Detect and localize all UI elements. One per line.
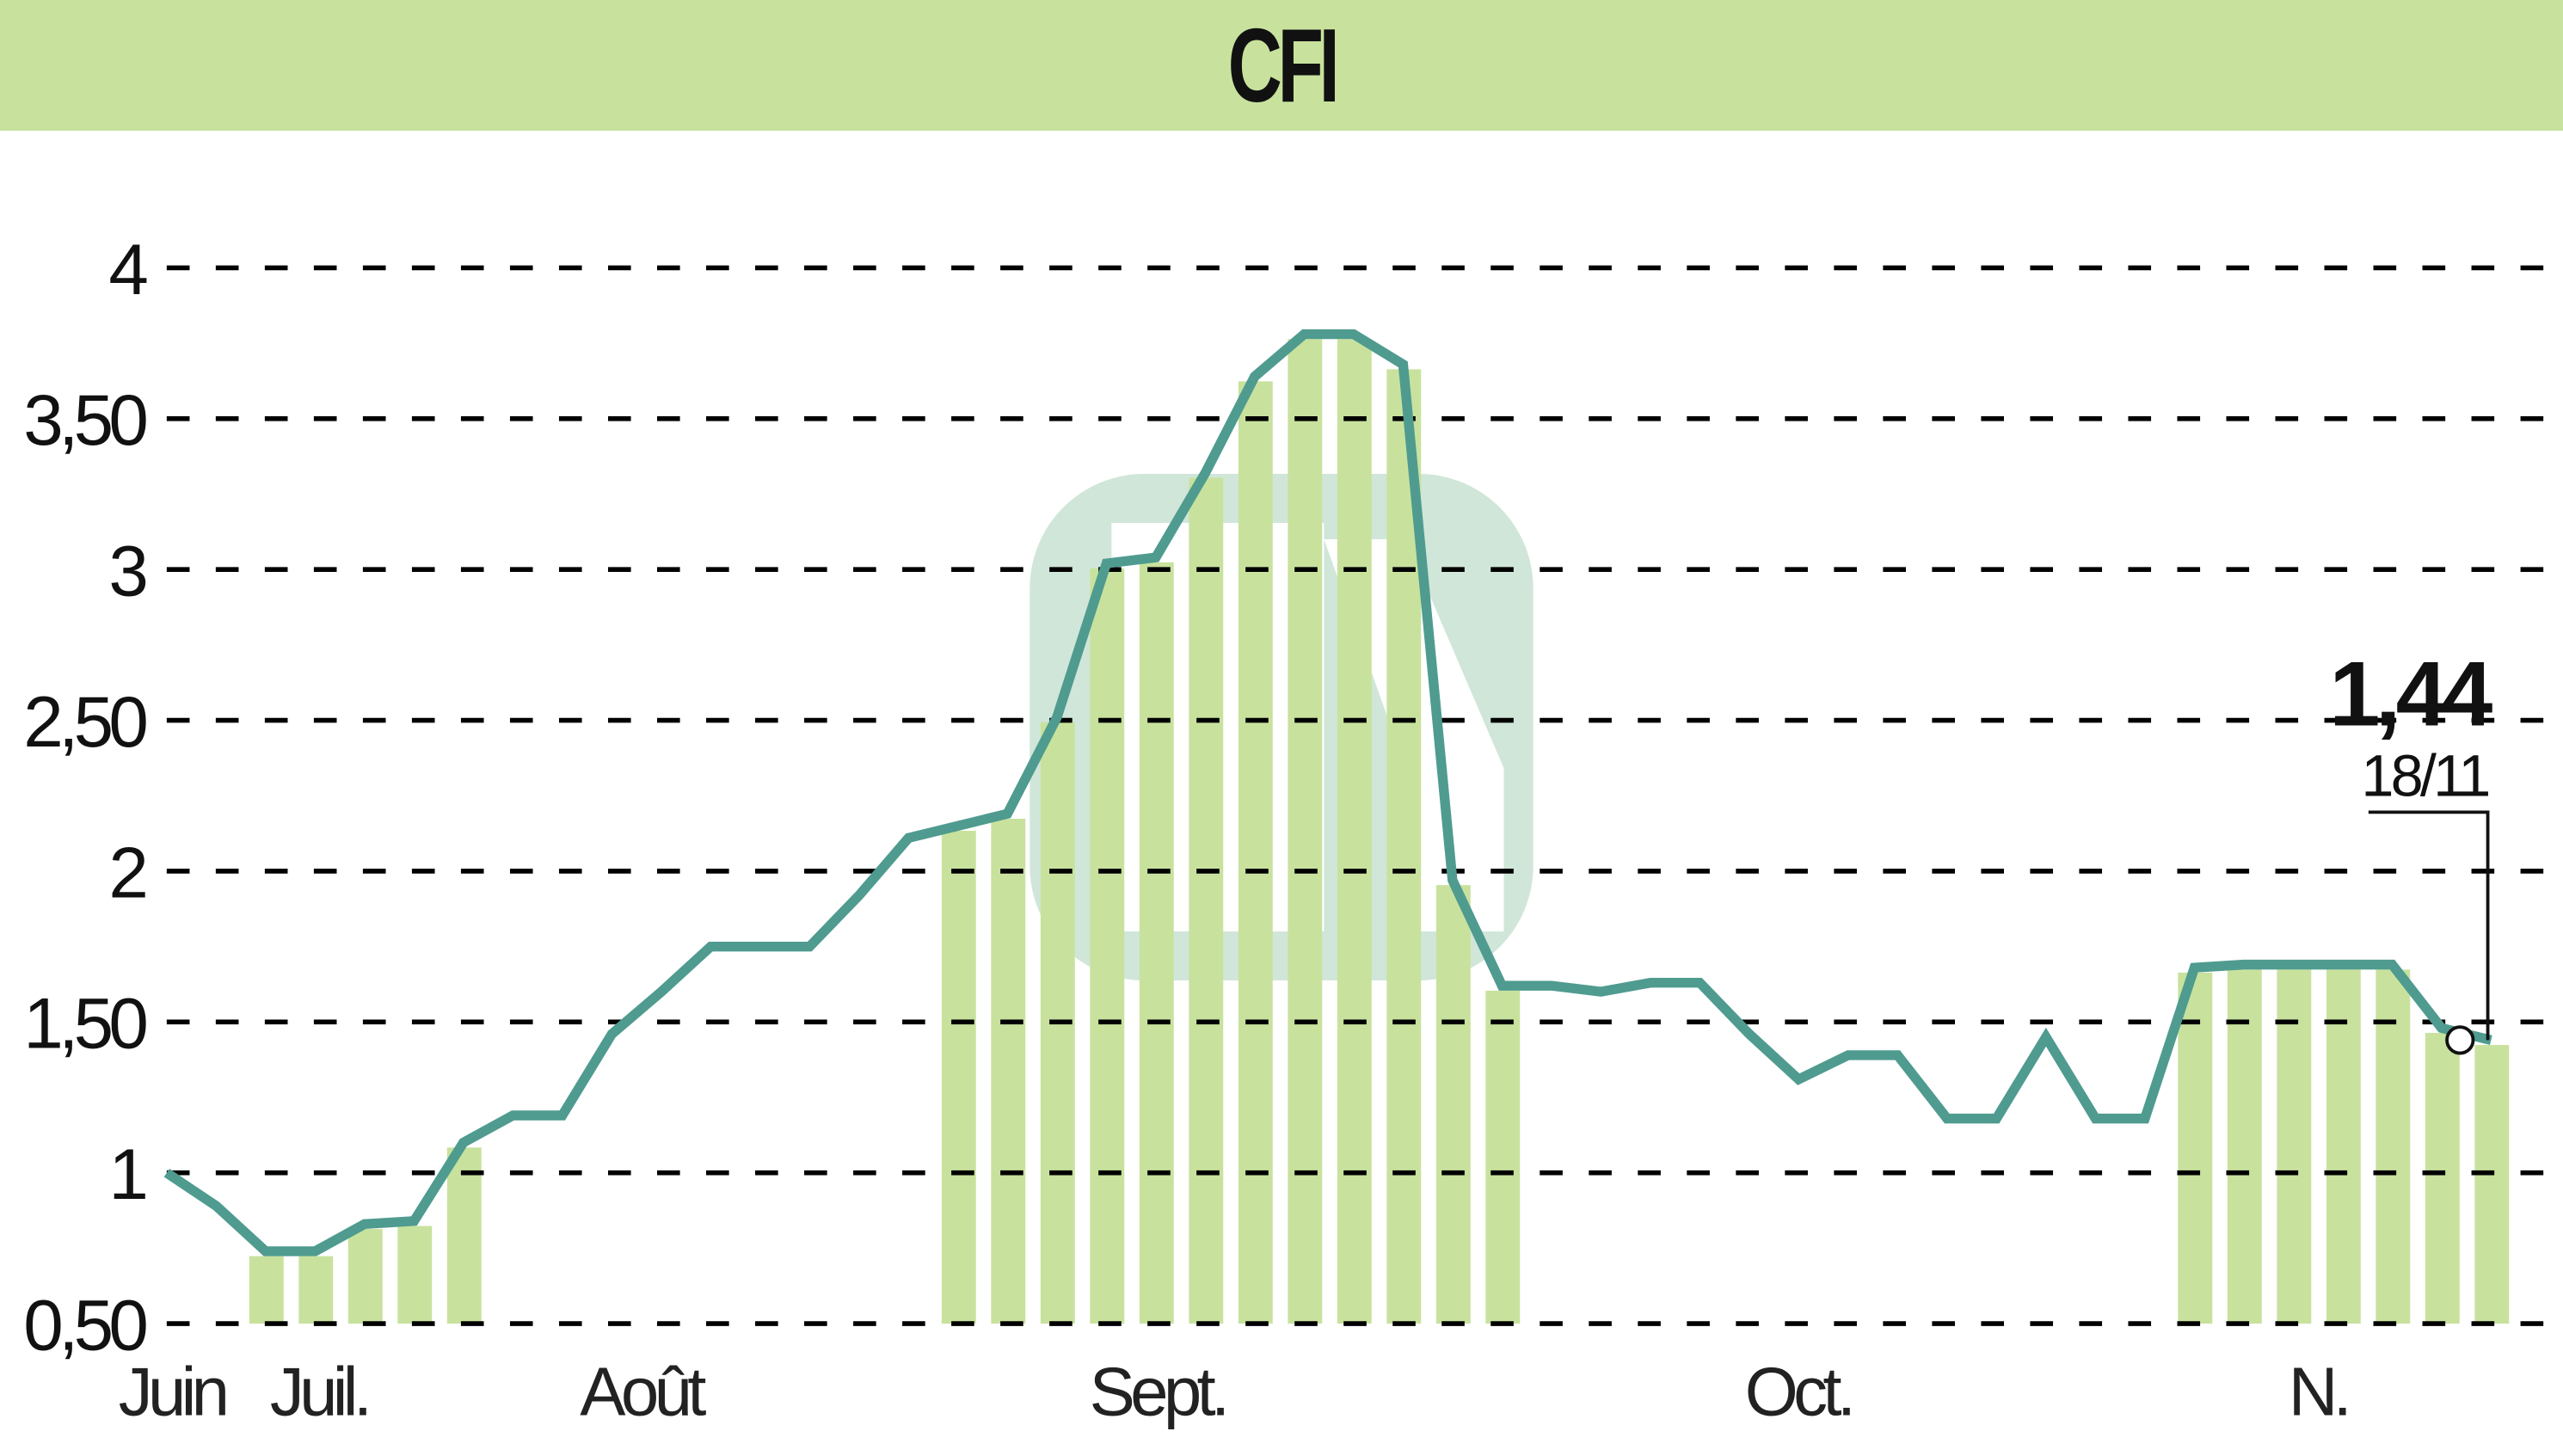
volume-bar [2277, 969, 2312, 1324]
volume-bar [249, 1256, 284, 1324]
gridlines [166, 265, 2563, 1326]
x-tick-label: Juin [119, 1353, 226, 1429]
volume-bar [1337, 339, 1372, 1324]
volume-bar [1485, 990, 1521, 1324]
annotation-leader-line [2368, 810, 2490, 1041]
volume-bar [2178, 972, 2213, 1324]
volume-bar [2425, 1033, 2460, 1324]
x-tick-label: Août [580, 1353, 706, 1429]
volume-bar [1238, 381, 1273, 1324]
x-tick-label: N. [2289, 1353, 2347, 1429]
volume-bars [249, 339, 2510, 1324]
volume-bar [991, 818, 1026, 1324]
volume-bar [1090, 568, 1125, 1324]
volume-bar [941, 831, 976, 1324]
x-tick-label: Sept. [1090, 1353, 1226, 1429]
y-tick-label: 0,50 [23, 1284, 146, 1365]
y-tick-label: 1 [108, 1133, 145, 1214]
last-date-label: 18/11 [2361, 743, 2488, 808]
x-tick-label: Oct. [1745, 1353, 1852, 1429]
volume-bar [2326, 969, 2361, 1324]
volume-bar [1288, 339, 1323, 1324]
volume-bar [446, 1147, 482, 1324]
y-tick-label: 2,50 [23, 681, 146, 762]
last-value-label: 1,44 [2329, 643, 2492, 746]
volume-bar [2474, 1045, 2510, 1324]
y-tick-label: 2 [108, 832, 145, 912]
y-tick-label: 3 [108, 531, 145, 611]
volume-bar [2376, 969, 2411, 1324]
y-axis-labels: 0,50 1 1,50 2 2,50 3 3,50 4 [23, 229, 152, 1366]
volume-bar [2227, 969, 2262, 1324]
header-bar [0, 0, 2563, 132]
y-tick-label: 4 [108, 229, 147, 310]
x-axis-labels: Juin Juil. Août Sept. Oct. N. [119, 1353, 2352, 1429]
volume-bar [298, 1256, 334, 1324]
y-tick-label: 1,50 [23, 983, 146, 1064]
volume-bar [347, 1229, 383, 1324]
volume-bar [1435, 885, 1471, 1324]
x-tick-label: Juil. [270, 1353, 367, 1429]
y-tick-label: 3,50 [23, 379, 146, 460]
price-line [163, 329, 2492, 1256]
chart-title: CFI [1227, 6, 1340, 125]
last-point-marker [2445, 1025, 2475, 1055]
volume-bar [1189, 477, 1224, 1324]
volume-bar [397, 1226, 433, 1324]
volume-bar [1139, 562, 1174, 1324]
